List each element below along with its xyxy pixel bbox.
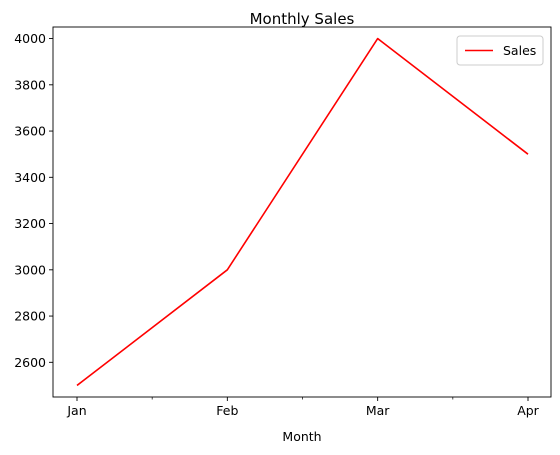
legend-label-sales: Sales bbox=[503, 43, 536, 58]
x-tick-label: Feb bbox=[216, 403, 238, 418]
y-tick-label: 3400 bbox=[14, 170, 46, 185]
plot-frame bbox=[52, 26, 552, 398]
x-tick-label: Mar bbox=[366, 403, 390, 418]
chart-title: Monthly Sales bbox=[250, 10, 355, 28]
series-layer bbox=[76, 37, 529, 387]
y-tick-label: 4000 bbox=[14, 31, 46, 46]
y-tick-label: 3200 bbox=[14, 216, 46, 231]
x-axis-ticks: Jan Feb Mar Apr bbox=[66, 397, 540, 418]
x-axis-label: Month bbox=[282, 429, 321, 444]
y-tick-label: 3000 bbox=[14, 262, 46, 277]
y-tick-label: 3600 bbox=[14, 124, 46, 139]
y-tick-label: 3800 bbox=[14, 77, 46, 92]
series-line-sales bbox=[76, 37, 529, 387]
legend-box bbox=[456, 35, 544, 66]
plot-background bbox=[53, 27, 551, 397]
y-tick-label: 2800 bbox=[14, 309, 46, 324]
legend: Sales bbox=[456, 35, 544, 66]
y-tick-label: 2600 bbox=[14, 355, 46, 370]
x-tick-label: Apr bbox=[517, 403, 539, 418]
x-tick-label: Jan bbox=[66, 403, 86, 418]
plot-area bbox=[53, 27, 551, 397]
y-axis-ticks: 2600 2800 3000 3200 3400 3600 3800 4000 bbox=[14, 31, 53, 370]
